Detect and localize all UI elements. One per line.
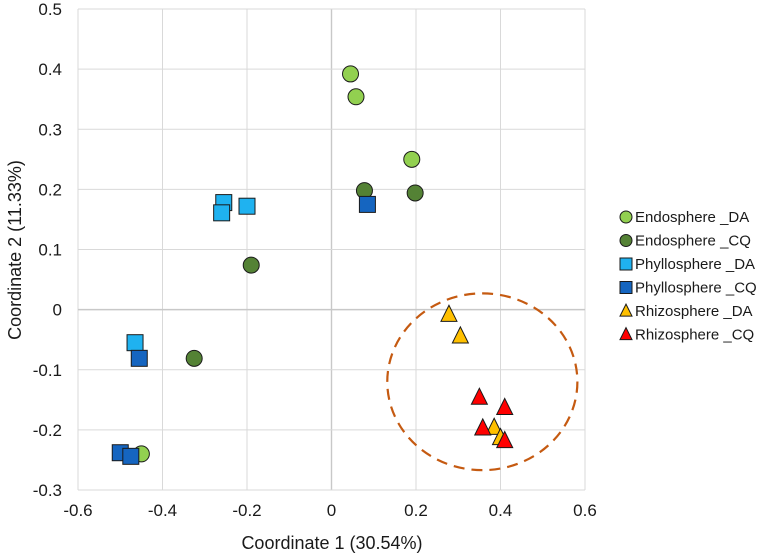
point-endosphere-cq xyxy=(242,256,260,274)
legend-label-endosphere-da: Endosphere _DA xyxy=(635,209,749,226)
y-tick-label: -0.3 xyxy=(33,481,62,500)
annotations xyxy=(386,292,579,472)
point-phyllosphere-cq xyxy=(130,349,148,367)
point-phyllosphere-da xyxy=(126,334,144,352)
y-tick-label: 0.3 xyxy=(38,120,62,139)
legend-label-rhizosphere-cq: Rhizosphere _CQ xyxy=(635,327,754,344)
legend-marker-phyllosphere-da xyxy=(619,257,633,271)
y-tick-label: 0.5 xyxy=(38,0,62,19)
x-tick-label: 0.2 xyxy=(404,501,428,520)
legend: Endosphere _DA Endosphere _CQ Phyllosphere… xyxy=(619,209,757,344)
y-tick-label: 0.2 xyxy=(38,180,62,199)
legend-marker-rhizosphere-da xyxy=(619,302,633,317)
point-rhizosphere-cq xyxy=(495,397,514,416)
y-tick-label: 0 xyxy=(53,301,62,320)
point-phyllosphere-cq xyxy=(358,195,376,213)
point-phyllosphere-cq xyxy=(122,447,140,465)
point-endosphere-da xyxy=(342,65,360,83)
point-endosphere-cq xyxy=(406,184,424,202)
y-tick-label: 0.4 xyxy=(38,60,62,79)
point-endosphere-cq xyxy=(185,349,203,367)
y-tick-label: -0.2 xyxy=(33,421,62,440)
legend-label-endosphere-cq: Endosphere _CQ xyxy=(635,233,751,250)
tick-labels: -0.6 -0.4 -0.2 0 0.2 0.4 0.6 -0.3 -0.2 -0.1 0 0.1 0.… xyxy=(33,0,597,520)
x-tick-label: -0.4 xyxy=(148,501,177,520)
point-rhizosphere-cq xyxy=(473,417,492,436)
y-tick-label: -0.1 xyxy=(33,361,62,380)
legend-marker-endosphere-cq xyxy=(619,234,633,247)
point-rhizosphere-da xyxy=(440,304,458,322)
legend-label-phyllosphere-cq: Phyllosphere _CQ xyxy=(635,280,757,297)
x-tick-label: 0.4 xyxy=(489,501,513,520)
y-tick-label: 0.1 xyxy=(38,241,62,260)
x-tick-label: 0.6 xyxy=(573,501,597,520)
x-axis-title: Coordinate 1 (30.54%) xyxy=(241,533,422,553)
point-phyllosphere-da xyxy=(238,197,256,215)
legend-marker-rhizosphere-cq xyxy=(619,326,633,341)
point-rhizosphere-da xyxy=(485,417,503,435)
point-phyllosphere-da xyxy=(213,204,231,222)
point-rhizosphere-cq xyxy=(470,387,489,405)
legend-label-phyllosphere-da: Phyllosphere _DA xyxy=(635,256,755,273)
x-tick-label: -0.2 xyxy=(232,501,261,520)
legend-marker-phyllosphere-cq xyxy=(619,281,633,294)
point-endosphere-da xyxy=(347,88,365,106)
point-rhizosphere-cq xyxy=(495,430,514,449)
legend-marker-endosphere-da xyxy=(619,210,633,224)
data-points xyxy=(111,65,514,465)
x-tick-label: 0 xyxy=(327,501,336,520)
x-tick-label: -0.6 xyxy=(63,501,92,520)
grid xyxy=(77,8,586,491)
point-endosphere-da xyxy=(403,150,421,168)
legend-label-rhizosphere-da: Rhizosphere _DA xyxy=(635,303,753,320)
highlight-ellipse xyxy=(386,292,579,472)
y-axis-title: Coordinate 2 (11.33%) xyxy=(5,160,25,340)
point-rhizosphere-da xyxy=(451,325,470,344)
